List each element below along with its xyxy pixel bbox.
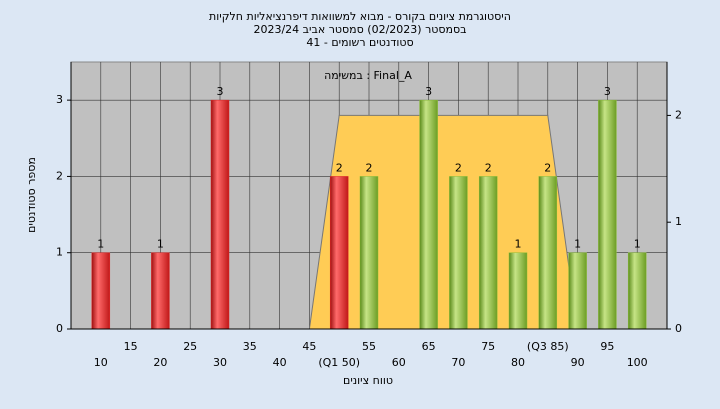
data-label: 1 [97,238,104,251]
x-tick-label: 70 [451,356,465,369]
bar [538,176,558,330]
bar [478,176,498,330]
x-tick-label: 20 [153,356,167,369]
x-tick-label: 40 [273,356,287,369]
data-label: 1 [574,238,581,251]
data-label: 3 [425,85,432,98]
x-tick-label: 90 [571,356,585,369]
data-label: 2 [544,161,551,174]
x-axis-label: טווח ציונים [343,374,393,387]
data-label: 2 [485,161,492,174]
x-tick-label: 95 [600,340,614,353]
x-tick-label: 35 [243,340,257,353]
bar [627,252,647,330]
y2-tick-label: 0 [675,322,682,335]
data-label: 1 [157,238,164,251]
data-label: 1 [515,238,522,251]
chart-title: היסטוגרמת ציונים בקורס - מבוא למשוואות ד… [209,10,511,23]
annotation: במשימה : Final_A [324,69,412,82]
y-tick-label: 2 [56,169,63,182]
bar [598,99,617,330]
x-tick-label: 65 [422,340,436,353]
x-tick-label: 55 [362,340,376,353]
data-label: 3 [604,85,611,98]
bar [419,99,438,330]
bar [568,252,587,330]
x-tick-label: 15 [124,340,138,353]
y-tick-label: 3 [56,93,63,106]
bar [359,176,379,330]
x-tick-label: 75 [481,340,495,353]
x-tick-label: 60 [392,356,406,369]
x-tick-label: 80 [511,356,525,369]
bar [91,252,111,330]
bar [449,176,468,330]
x-tick-label: 100 [627,356,648,369]
x-tick-label: (Q3 85) [527,340,569,353]
bar [151,252,170,330]
y-axis-label: מספר סטודנטים [25,157,38,233]
y-tick-label: 1 [56,246,63,259]
iqr-area [308,114,579,330]
x-tick-label: 10 [94,356,108,369]
bar [508,252,528,330]
data-label: 1 [634,238,641,251]
y-tick-label: 0 [56,322,63,335]
data-label: 3 [217,85,224,98]
chart-subtitle: בסמסטר (02/2023) סמסטר אביב 2023/24 [253,23,466,36]
data-label: 2 [455,161,462,174]
y2-tick-label: 2 [675,108,682,121]
x-tick-label: 30 [213,356,227,369]
y2-tick-label: 1 [675,215,682,228]
x-tick-label: 25 [183,340,197,353]
bar [329,176,349,330]
x-tick-label: (Q1 50) [318,356,360,369]
bar [210,99,230,330]
chart-subtitle: סטודנטים רשומים - 41 [306,36,413,49]
x-tick-label: 45 [302,340,316,353]
data-label: 2 [366,161,373,174]
data-label: 2 [336,161,343,174]
